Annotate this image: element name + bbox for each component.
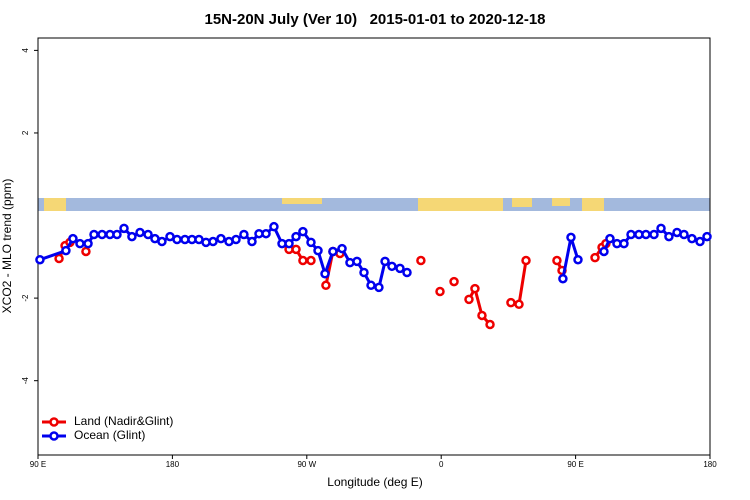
data-point [337,243,347,254]
data-point [679,229,689,240]
data-point [298,226,308,237]
data-point [374,282,384,293]
data-point [216,233,226,244]
data-point [521,255,531,266]
legend-label: Ocean (Glint) [74,428,145,442]
legend-label: Land (Nadir&Glint) [74,414,173,428]
data-point [626,229,636,240]
data-point [298,255,308,266]
data-point [35,254,45,265]
data-point [112,229,122,240]
data-point [75,238,85,249]
data-point [470,283,480,294]
data-point [695,236,705,247]
data-point [464,294,474,305]
y-tick-label: 2 [21,130,30,135]
data-point [83,238,93,249]
data-point [619,238,629,249]
x-tick-label: 90 E [30,460,46,469]
data-point [485,319,495,330]
x-tick-label: 180 [166,460,180,469]
x-axis-label: Longitude (deg E) [327,475,422,489]
data-point [172,234,182,245]
data-point [514,299,524,310]
data-point [359,267,369,278]
data-point [68,233,78,244]
data-point [261,228,271,239]
x-tick-label: 0 [439,460,444,469]
data-point [127,231,137,242]
data-point [395,263,405,274]
data-point [664,231,674,242]
x-tick-label: 180 [703,460,717,469]
data-point [380,256,390,267]
legend-marker [49,431,59,441]
data-point [54,253,64,264]
data-point [269,221,279,232]
data-point [231,234,241,245]
data-point [313,245,323,256]
data-point [449,276,459,287]
data-point [352,256,362,267]
data-point [247,236,257,247]
data-point [387,261,397,272]
chart-title: 15N-20N July (Ver 10) 2015-01-01 to 2020… [204,11,545,28]
data-point [119,223,129,234]
data-point [291,244,301,255]
data-point [649,229,659,240]
data-point [320,268,330,279]
data-point [566,232,576,243]
data-point [306,255,316,266]
data-point [284,238,294,249]
data-point [143,229,153,240]
data-point [321,280,331,291]
data-point [89,229,99,240]
data-point [135,227,145,238]
data-point [416,255,426,266]
data-point [208,236,218,247]
y-tick-label: -4 [21,377,30,385]
data-point [477,310,487,321]
data-point [552,255,562,266]
data-point [306,237,316,248]
data-point [702,231,712,242]
data-point [157,236,167,247]
data-point [239,229,249,240]
data-point [599,246,609,257]
data-point [435,286,445,297]
data-point [573,254,583,265]
data-point [328,246,338,257]
data-point [590,252,600,263]
plot-frame [37,37,711,456]
data-point [366,280,376,291]
y-axis-label: XCO2 - MLO trend (ppm) [0,179,14,314]
data-point [558,273,568,284]
map-land [44,198,604,211]
data-point [687,233,697,244]
y-tick-label: -2 [21,294,30,302]
data-point [291,231,301,242]
data-point [641,229,651,240]
map-strip [38,198,710,211]
data-point [61,245,71,256]
y-tick-label: 4 [21,48,30,53]
data-point [402,267,412,278]
data-point [97,229,107,240]
x-tick-label: 90 W [297,460,316,469]
legend-marker [49,417,59,427]
data-point [506,297,516,308]
x-tick-label: 90 E [567,460,583,469]
data-point [656,223,666,234]
data-point [81,246,91,257]
data-point [605,233,615,244]
